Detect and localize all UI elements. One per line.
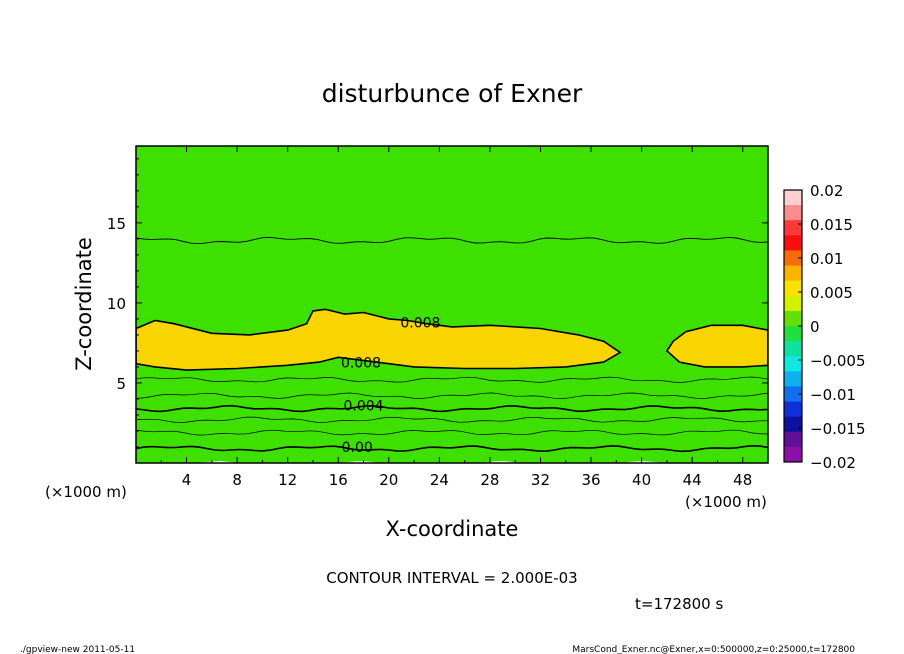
field-bands [136,146,768,463]
x-tick-label: 24 [430,471,449,489]
x-axis-title: X-coordinate [386,517,519,541]
colorbar-cell [784,190,802,206]
contour-line [136,444,768,453]
x-tick-label: 28 [480,471,499,489]
contour-line [136,404,768,413]
contour-line [136,376,768,383]
colorbar-tick-label: 0.02 [810,182,843,200]
plot-area [136,146,768,463]
contour-line [136,429,768,436]
colorbar-cell [784,280,802,297]
contour-label: 0.008 [341,355,381,371]
contour-line [136,416,768,423]
colorbar-tick-label: −0.01 [810,386,856,404]
footer-right: MarsCond_Exner.nc@Exner,x=0:500000,z=0:2… [572,645,855,654]
contour-line [136,236,768,245]
contour-lines [136,236,768,453]
colorbar-tick-label: 0.01 [810,250,843,268]
x-tick-label: 32 [531,471,550,489]
x-unit-label: (×1000 m) [685,493,767,511]
colorbar-cell [784,386,802,402]
colorbar-cell [784,431,802,448]
max-region [666,325,768,367]
colorbar-tick-label: −0.005 [810,352,866,370]
chart-title: disturbunce of Exner [322,79,583,108]
colorbar-tick-labels: 0.02 0.015 0.01 0.005 0 −0.005 −0.01 −0.015 −0.0… [798,182,866,472]
colorbar-cell [784,205,802,221]
contour-label: 0.00 [342,440,373,456]
contour-labels: 0.008 0.008 0.004 0.00 [341,315,441,456]
colorbar-cell [784,341,802,357]
max-value-regions [136,309,768,371]
y-tick-label: 15 [107,215,126,233]
y-axis: 5 10 15 [107,158,768,448]
x-tick-label: 16 [329,471,348,489]
field-band [136,146,768,463]
x-axis: 4 8 12 16 20 24 28 32 36 40 44 48 [160,146,752,489]
x-tick-label: 44 [683,471,702,489]
colorbar-cell [784,310,802,327]
x-tick-label: 4 [182,471,192,489]
contour-line-0.008 [136,308,622,371]
footer-left: ./gpview-new 2011-05-11 [20,645,135,654]
colorbar-cell [784,265,802,282]
x-tick-label: 12 [278,471,297,489]
max-region [136,309,621,371]
colorbar-cell [784,220,802,236]
contour-line-0.008 [665,324,768,368]
colorbar-cell [784,250,802,266]
colorbar-cell [784,356,802,372]
z-unit-label: (×1000 m) [45,483,127,501]
contour-label: 0.004 [343,399,383,415]
y-axis-title: Z-coordinate [72,237,96,371]
colorbar-cell [784,326,802,342]
colorbar-tick-label: −0.02 [810,454,856,472]
colorbar [783,189,803,463]
colorbar-tick-label: 0.015 [810,216,853,234]
colorbar-tick-label: 0.005 [810,284,853,302]
y-tick-label: 10 [107,295,126,313]
contour-line [136,392,768,399]
colorbar-cell [784,295,802,312]
x-tick-label: 40 [632,471,651,489]
colorbar-tick-label: 0 [810,318,820,336]
contour-interval-text: CONTOUR INTERVAL = 2.000E-03 [326,569,577,587]
colorbar-cell [784,371,802,387]
time-text: t=172800 s [635,595,723,613]
x-tick-label: 48 [733,471,752,489]
contour-label: 0.008 [400,315,440,331]
x-tick-label: 36 [581,471,600,489]
y-tick-label: 5 [116,375,126,393]
x-tick-label: 20 [379,471,398,489]
colorbar-cell [784,235,802,251]
x-tick-label: 8 [232,471,242,489]
colorbar-tick-label: −0.015 [810,420,866,438]
colorbar-cell [784,416,802,433]
colorbar-cell [784,401,802,418]
plot-frame [135,145,769,464]
colorbar-cell [784,446,802,463]
